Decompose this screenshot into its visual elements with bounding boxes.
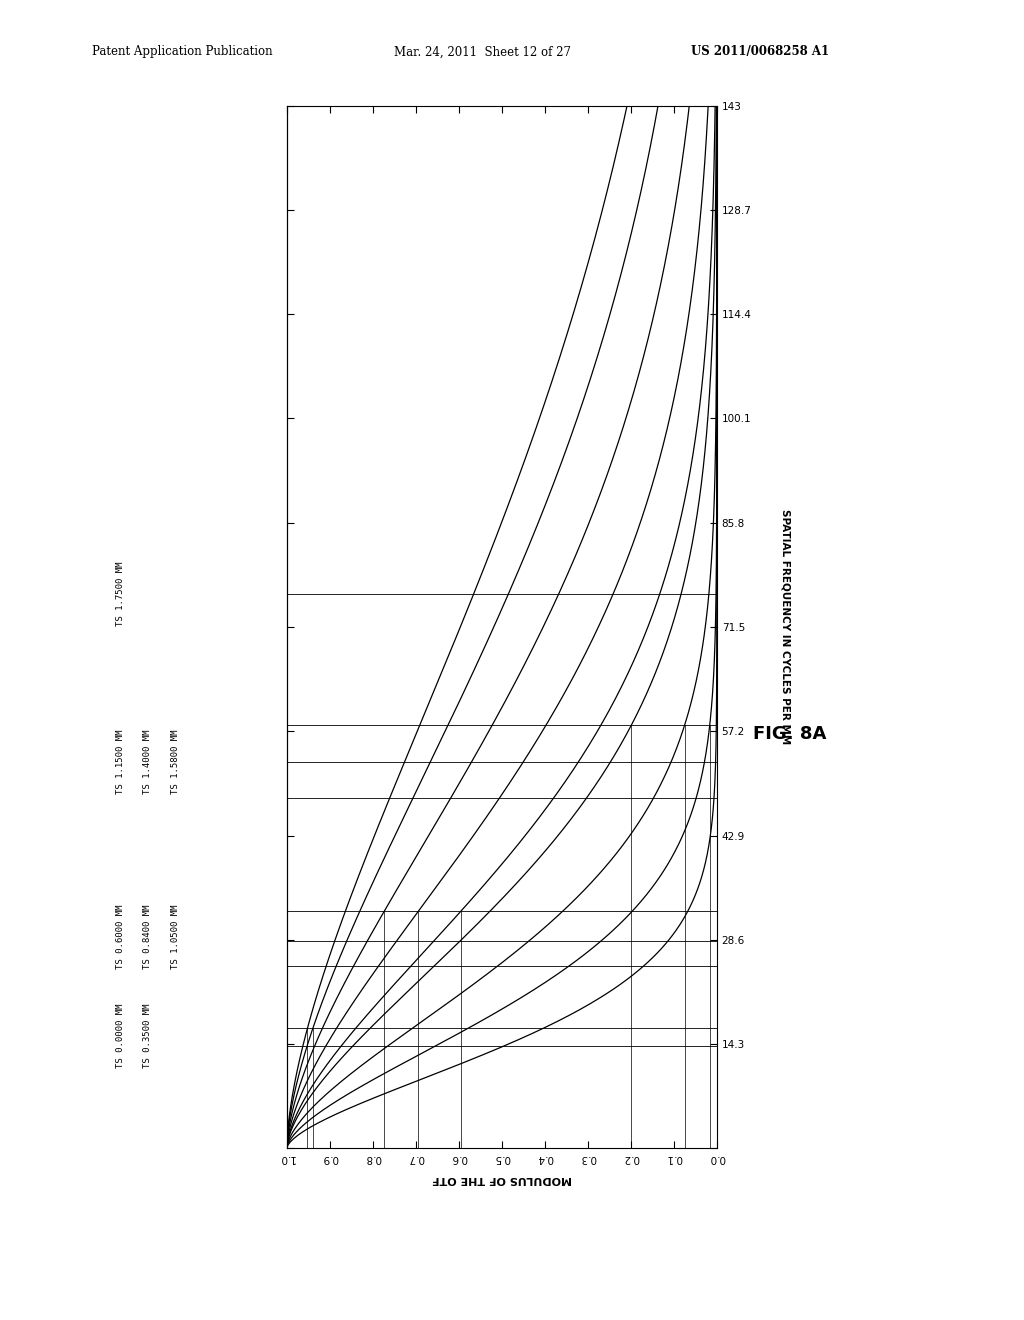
Text: US 2011/0068258 A1: US 2011/0068258 A1 xyxy=(691,45,829,58)
Text: TS 0.3500 MM: TS 0.3500 MM xyxy=(143,1003,153,1068)
Y-axis label: SPATIAL FREQUENCY IN CYCLES PER MM: SPATIAL FREQUENCY IN CYCLES PER MM xyxy=(780,510,791,744)
X-axis label: MODULUS OF THE OTF: MODULUS OF THE OTF xyxy=(432,1175,571,1184)
Text: TS 1.7500 MM: TS 1.7500 MM xyxy=(116,562,125,627)
Text: TS 0.8400 MM: TS 0.8400 MM xyxy=(143,904,153,969)
Text: TS 1.1500 MM: TS 1.1500 MM xyxy=(116,730,125,795)
Text: Mar. 24, 2011  Sheet 12 of 27: Mar. 24, 2011 Sheet 12 of 27 xyxy=(394,45,571,58)
Text: TS 0.6000 MM: TS 0.6000 MM xyxy=(116,904,125,969)
Text: TS 1.4000 MM: TS 1.4000 MM xyxy=(143,730,153,795)
Text: Patent Application Publication: Patent Application Publication xyxy=(92,45,272,58)
Text: FIG. 8A: FIG. 8A xyxy=(753,725,826,743)
Text: TS 1.5800 MM: TS 1.5800 MM xyxy=(171,730,180,795)
Text: TS 0.0000 MM: TS 0.0000 MM xyxy=(116,1003,125,1068)
Text: TS 1.0500 MM: TS 1.0500 MM xyxy=(171,904,180,969)
